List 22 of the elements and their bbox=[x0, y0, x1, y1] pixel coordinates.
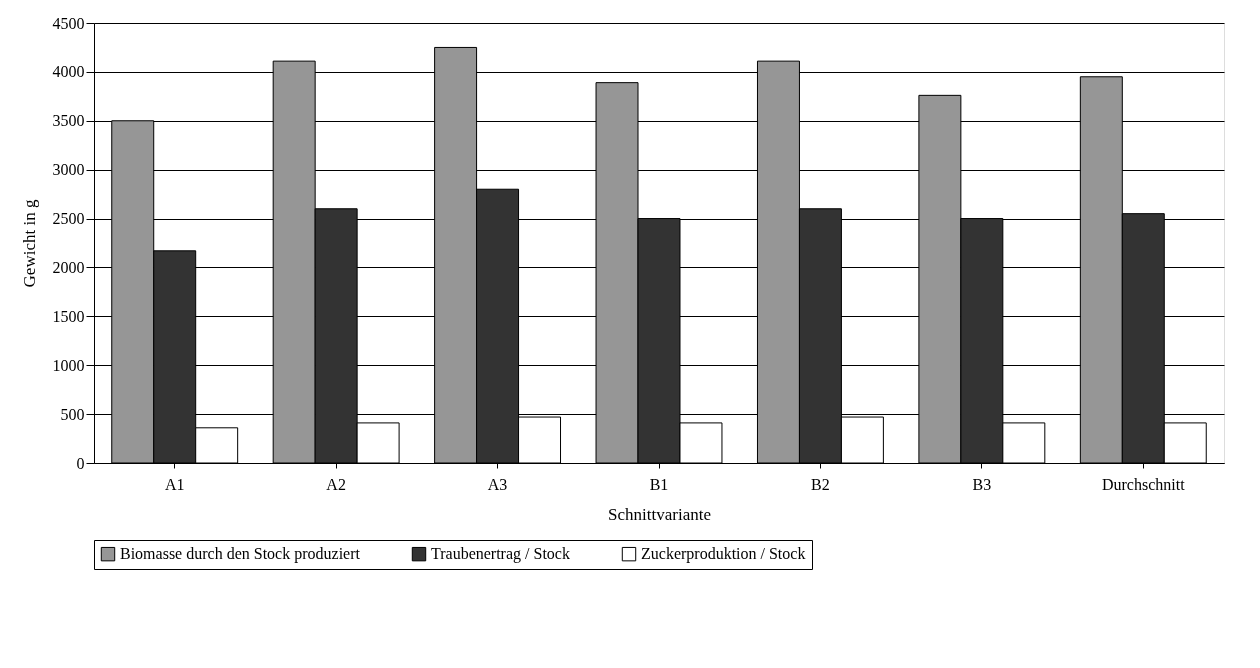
y-tick-label: 500 bbox=[60, 405, 85, 423]
y-tick-label: 2000 bbox=[52, 258, 85, 276]
y-tick-label: 4000 bbox=[52, 63, 85, 81]
legend-label: Zuckerproduktion / Stock bbox=[641, 545, 806, 564]
y-tick-label: 1500 bbox=[52, 307, 85, 325]
legend-label: Biomasse durch den Stock produziert bbox=[120, 545, 361, 564]
y-tick-label: 1000 bbox=[52, 356, 85, 374]
y-axis-title: Gewicht in g bbox=[19, 199, 39, 288]
x-tick-label: B2 bbox=[811, 475, 830, 493]
x-tick-label: B3 bbox=[972, 475, 992, 493]
x-tick-label: A2 bbox=[326, 475, 346, 493]
y-tick-label: 3500 bbox=[52, 112, 85, 130]
y-tick-label: 0 bbox=[76, 454, 85, 472]
y-tick-label: 4500 bbox=[52, 14, 85, 32]
x-tick-label: B1 bbox=[649, 475, 669, 493]
y-tick-label: 3000 bbox=[52, 161, 85, 179]
y-tick-label: 2500 bbox=[52, 210, 85, 228]
x-tick-label: Durchschnitt bbox=[1101, 475, 1186, 493]
legend-label: Traubenertrag / Stock bbox=[431, 545, 570, 564]
x-axis-title: Schnittvariante bbox=[608, 504, 711, 524]
x-tick-label: A1 bbox=[164, 475, 185, 493]
x-tick-label: A3 bbox=[487, 475, 508, 493]
